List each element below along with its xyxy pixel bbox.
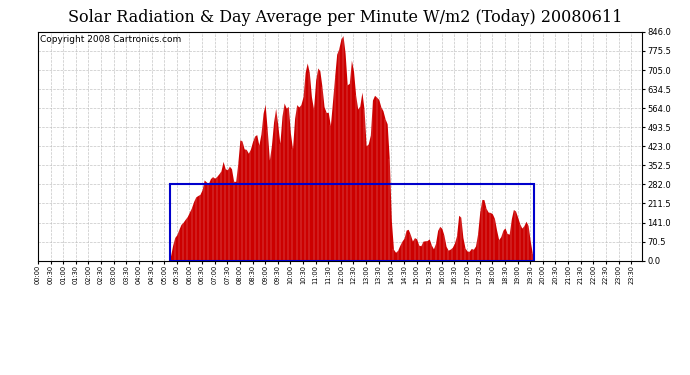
Bar: [170, 184, 535, 261]
Text: Solar Radiation & Day Average per Minute W/m2 (Today) 20080611: Solar Radiation & Day Average per Minute…: [68, 9, 622, 26]
Text: Copyright 2008 Cartronics.com: Copyright 2008 Cartronics.com: [40, 34, 181, 44]
